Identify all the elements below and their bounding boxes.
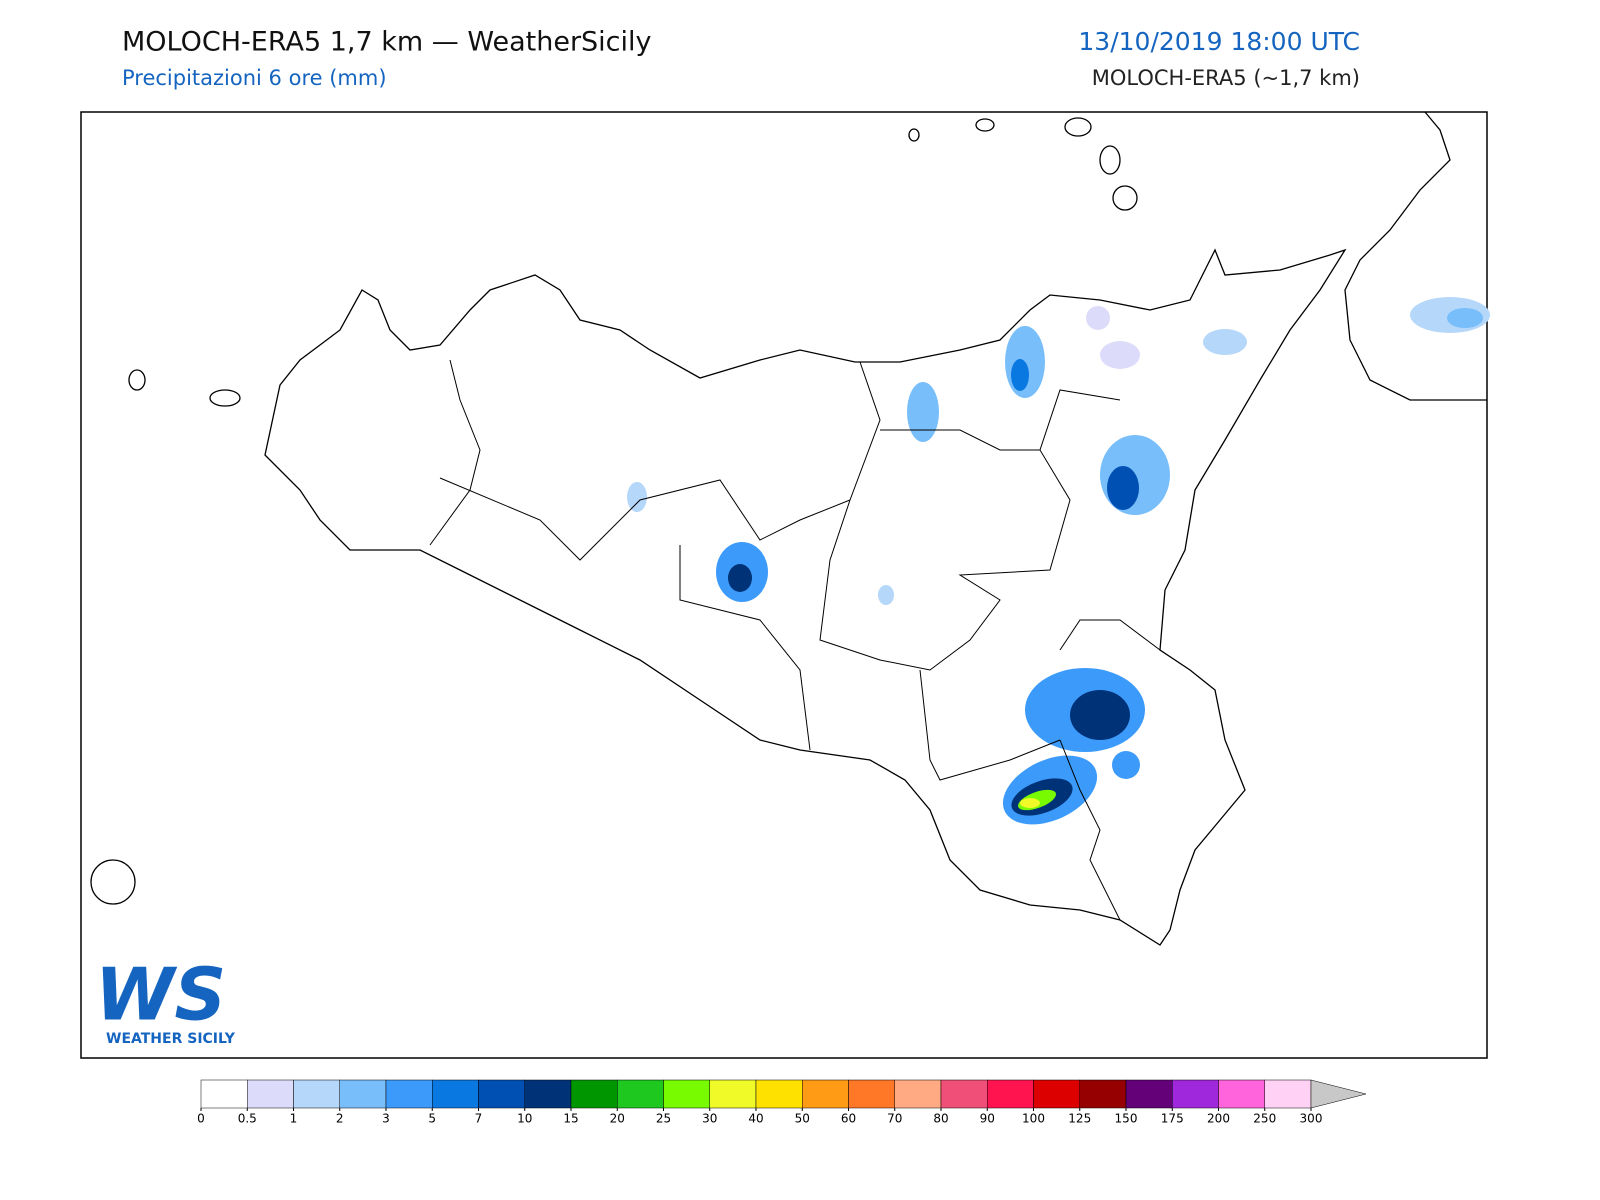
color-box: [987, 1079, 1034, 1109]
rain-area: [728, 564, 752, 592]
rain-area: [878, 585, 894, 605]
color-box: [894, 1079, 942, 1109]
color-box: [802, 1079, 849, 1109]
color-box: [570, 1079, 618, 1109]
color-box: [1218, 1079, 1265, 1109]
tick-label: 10: [517, 1112, 532, 1126]
province-borders: [429, 359, 1161, 921]
logo-text: WEATHER SICILY: [106, 1031, 236, 1047]
rain-area: [1070, 690, 1130, 740]
color-box: [200, 1079, 248, 1109]
date: 13/10/2019 18:00 UTC: [1078, 27, 1360, 56]
islands: [90, 117, 1138, 905]
tick-label: 0: [197, 1112, 205, 1126]
color-box: [1125, 1079, 1173, 1109]
color-box: [848, 1079, 895, 1109]
tick-label: 80: [933, 1112, 948, 1126]
color-box: [755, 1079, 803, 1109]
tick-label: 150: [1115, 1112, 1138, 1126]
color-box: [385, 1079, 433, 1109]
color-box: [478, 1079, 525, 1109]
title: MOLOCH-ERA5 1,7 km — WeatherSicily: [122, 27, 652, 58]
color-box: [339, 1079, 387, 1109]
precipitation: [627, 297, 1490, 825]
tick-label: 7: [475, 1112, 483, 1126]
color-box: [1079, 1079, 1127, 1109]
tick-label: 70: [887, 1112, 902, 1126]
tick-label: 250: [1253, 1112, 1276, 1126]
subtitle: Precipitazioni 6 ore (mm): [122, 66, 387, 90]
rain-area: [1020, 798, 1040, 808]
tick-label: 90: [980, 1112, 995, 1126]
tick-label: 15: [563, 1112, 578, 1126]
color-box: [617, 1079, 664, 1109]
tick-label: 40: [748, 1112, 763, 1126]
rain-area: [1107, 466, 1139, 510]
rain-area: [1100, 341, 1140, 369]
color-box: [709, 1079, 757, 1109]
tick-label: 60: [841, 1112, 856, 1126]
tick-label: 50: [795, 1112, 810, 1126]
tick-label: 30: [702, 1112, 717, 1126]
colorbar: 0 0.5 1 2 3 5 7 10 15 20 25 30 40 50 60 70 80 90 100 125 150…: [197, 1079, 1367, 1126]
tick-label: 200: [1207, 1112, 1230, 1126]
logo-mark: WS: [95, 953, 226, 1037]
over-triangle: [1310, 1079, 1367, 1109]
sicily-coast: [264, 248, 1347, 946]
map-frame: [80, 111, 1488, 1059]
tick-label: 20: [610, 1112, 625, 1126]
rain-area: [1112, 751, 1140, 779]
rain-area: [1011, 359, 1029, 391]
color-box: [524, 1079, 572, 1109]
rain-area: [1447, 308, 1483, 328]
rain-area: [1086, 306, 1110, 330]
tick-label: 100: [1022, 1112, 1045, 1126]
rain-area: [907, 382, 939, 442]
tick-label: 5: [428, 1112, 436, 1126]
tick-label: 175: [1161, 1112, 1184, 1126]
tick-label: 125: [1068, 1112, 1091, 1126]
color-box: [1264, 1079, 1312, 1109]
model-label: MOLOCH-ERA5 (~1,7 km): [1092, 66, 1360, 90]
tick-label: 2: [336, 1112, 344, 1126]
tick-label: 25: [656, 1112, 671, 1126]
tick-label: 3: [382, 1112, 390, 1126]
rain-area: [627, 482, 647, 512]
tick-label: 300: [1300, 1112, 1323, 1126]
color-box: [1033, 1079, 1080, 1109]
color-box: [663, 1079, 710, 1109]
color-box: [432, 1079, 479, 1109]
tick-label: 0.5: [238, 1112, 257, 1126]
color-box: [1172, 1079, 1219, 1109]
color-box: [293, 1079, 340, 1109]
calabria-coast: [1344, 111, 1487, 401]
rain-area: [1203, 329, 1247, 355]
logo: WS WEATHER SICILY: [95, 953, 236, 1047]
color-box: [940, 1079, 988, 1109]
color-box: [247, 1079, 294, 1109]
tick-label: 1: [290, 1112, 298, 1126]
map: WS WEATHER SICILY: [80, 111, 1490, 1059]
